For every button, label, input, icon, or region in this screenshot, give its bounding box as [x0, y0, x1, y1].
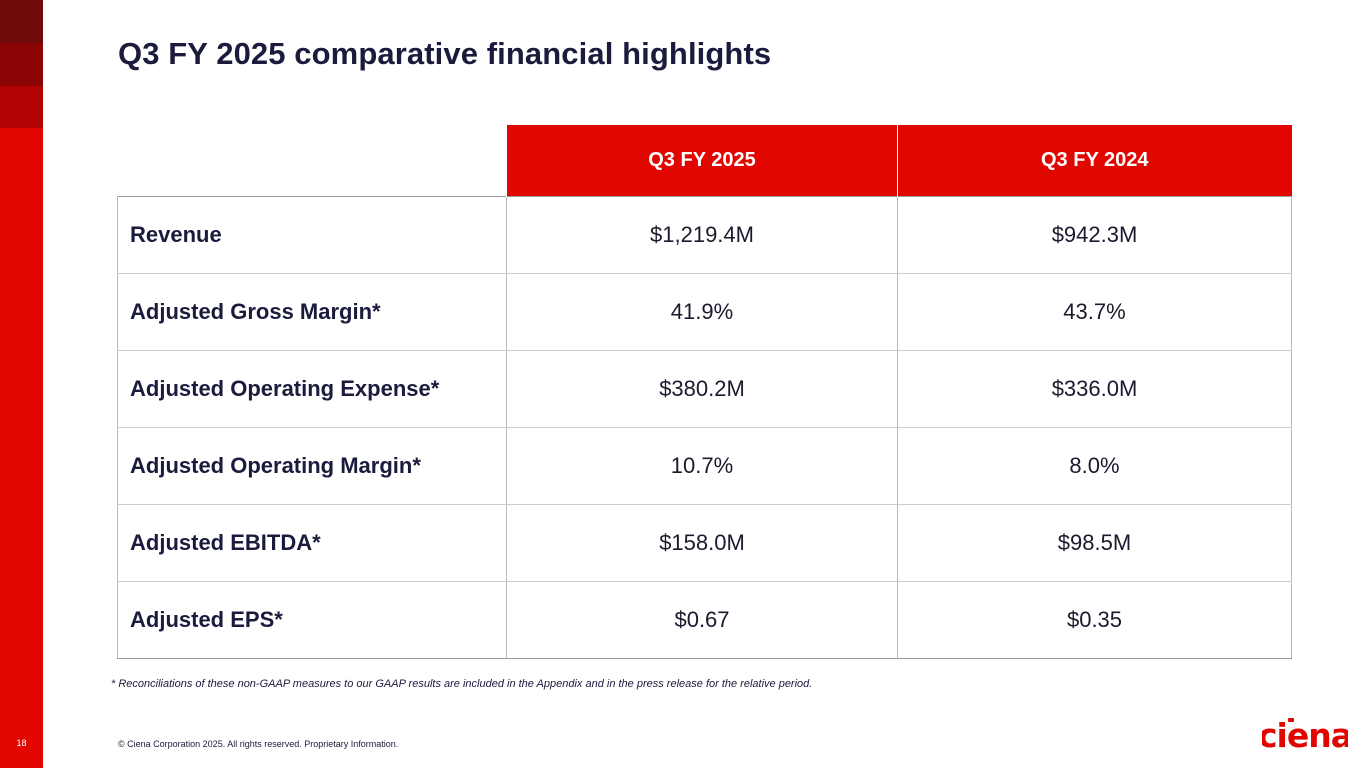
table-header-empty [118, 125, 507, 197]
row-label: Revenue [117, 196, 507, 274]
row-label: Adjusted EPS* [117, 581, 507, 659]
cell-q3-fy2024: $0.35 [897, 581, 1292, 659]
cell-q3-fy2025: $0.67 [506, 581, 898, 659]
logo-dot [1288, 718, 1294, 722]
row-label: Adjusted Gross Margin* [117, 273, 507, 351]
row-label: Adjusted Operating Expense* [117, 350, 507, 428]
side-accent-block [0, 43, 43, 86]
table-header-row: Q3 FY 2025 Q3 FY 2024 [118, 125, 1292, 197]
cell-q3-fy2024: 8.0% [897, 427, 1292, 505]
table-row-gross-margin: Adjusted Gross Margin* 41.9% 43.7% [117, 273, 1292, 351]
logo-text: ciena [1262, 716, 1348, 755]
page-number: 18 [16, 738, 27, 748]
cell-q3-fy2025: $1,219.4M [506, 196, 898, 274]
side-accent-block [0, 86, 43, 128]
column-header-q3-fy2024: Q3 FY 2024 [897, 125, 1292, 197]
footnote: * Reconciliations of these non-GAAP meas… [111, 678, 813, 690]
slide-title: Q3 FY 2025 comparative financial highlig… [118, 36, 772, 71]
cell-q3-fy2025: $380.2M [506, 350, 898, 428]
table-row-ebitda: Adjusted EBITDA* $158.0M $98.5M [117, 504, 1292, 582]
ciena-logo: ciena [1262, 716, 1348, 755]
copyright-notice: © Ciena Corporation 2025. All rights res… [118, 739, 399, 749]
table-row-operating-margin: Adjusted Operating Margin* 10.7% 8.0% [117, 427, 1292, 505]
cell-q3-fy2024: $98.5M [897, 504, 1292, 582]
row-label: Adjusted EBITDA* [117, 504, 507, 582]
table-row-revenue: Revenue $1,219.4M $942.3M [117, 196, 1292, 274]
table-row-operating-expense: Adjusted Operating Expense* $380.2M $336… [117, 350, 1292, 428]
cell-q3-fy2024: 43.7% [897, 273, 1292, 351]
cell-q3-fy2024: $942.3M [897, 196, 1292, 274]
cell-q3-fy2025: $158.0M [506, 504, 898, 582]
side-accent-block [0, 0, 43, 43]
cell-q3-fy2025: 41.9% [506, 273, 898, 351]
cell-q3-fy2025: 10.7% [506, 427, 898, 505]
side-accent-bar: 18 [0, 0, 43, 768]
table-row-eps: Adjusted EPS* $0.67 $0.35 [117, 581, 1292, 659]
row-label: Adjusted Operating Margin* [117, 427, 507, 505]
cell-q3-fy2024: $336.0M [897, 350, 1292, 428]
column-header-q3-fy2025: Q3 FY 2025 [506, 125, 898, 197]
financial-highlights-table: Q3 FY 2025 Q3 FY 2024 Revenue $1,219.4M … [117, 125, 1292, 659]
